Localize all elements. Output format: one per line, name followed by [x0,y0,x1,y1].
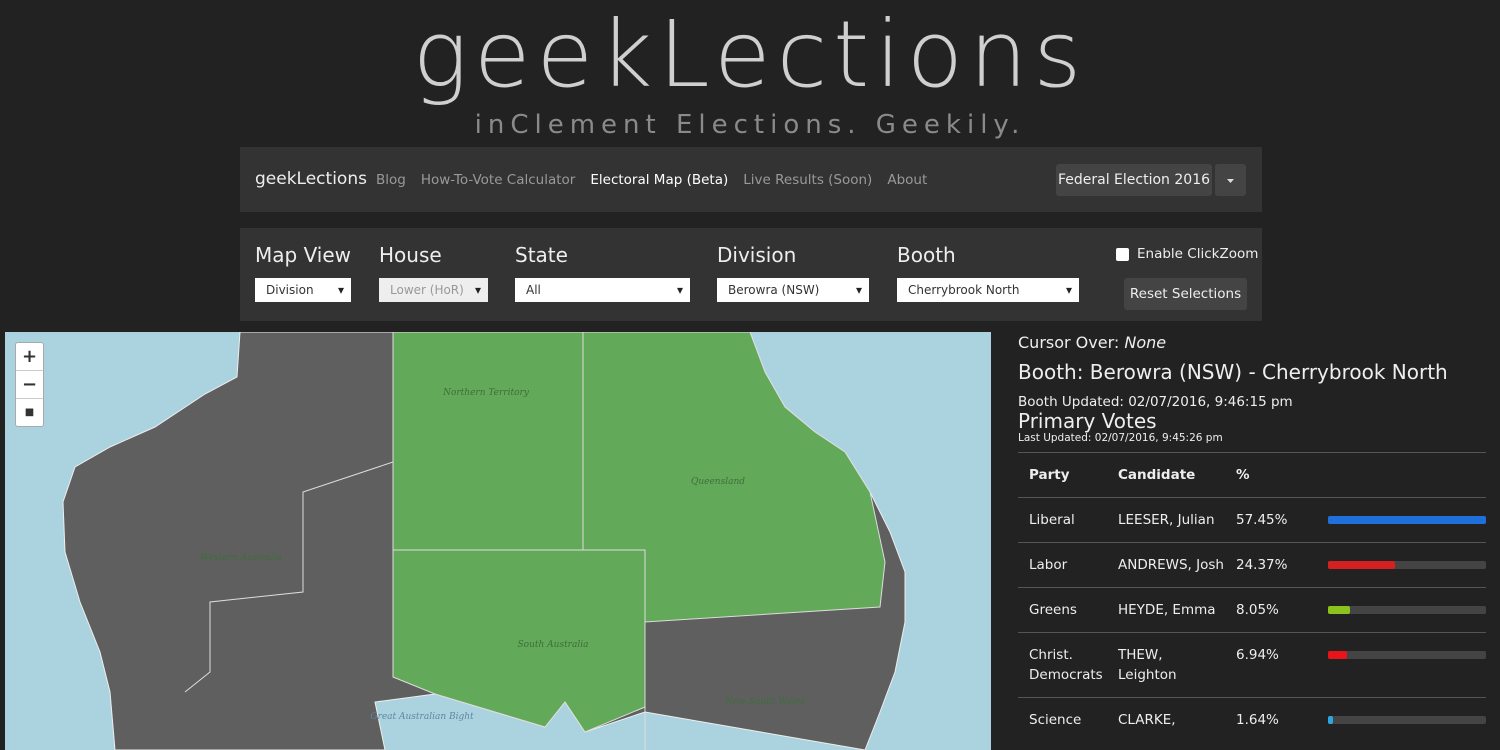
column-header: Party [1018,452,1107,498]
map-label: New South Wales [724,697,805,707]
booth-title: Booth: Berowra (NSW) - Cherrybrook North [1018,360,1448,384]
logo[interactable]: geekLections [412,1,1088,108]
fullscreen[interactable]: ■ [24,407,35,418]
percent: 57.45% [1225,497,1317,543]
bar-cell [1317,697,1486,742]
zoom-control: + − ■ [15,342,44,427]
results-panel: Cursor Over: None Booth: Berowra (NSW) -… [1018,332,1500,750]
checkbox-label: Enable ClickZoom [1137,246,1259,262]
candidate: THEW, Leighton [1107,632,1225,698]
filter-label: Map View [255,243,352,267]
zoom-in[interactable]: + [16,343,43,371]
bar-cell [1317,542,1486,588]
filter-label: House [379,243,442,267]
candidate: HEYDE, Emma [1107,587,1225,633]
filter-label: Division [717,243,797,267]
filter: House Lower (HoR) [379,243,488,302]
election-dropdown[interactable] [1215,164,1246,196]
section-heading: Primary Votes [1018,409,1157,433]
header-row: Party Candidate % [1018,452,1486,498]
nav-link[interactable]: How-To-Vote Calculator [420,172,576,188]
filter-label: State [515,243,568,267]
results-table: Party Candidate % Liberal LEESER, Julian 5… [1018,452,1486,742]
bar [1328,716,1333,724]
party: Science [1018,697,1107,742]
percent: 6.94% [1225,632,1317,698]
bar-track [1328,651,1486,659]
bar-track [1328,516,1486,524]
border [184,461,646,750]
bar-cell [1317,497,1486,543]
bar-cell [1317,587,1486,633]
map-label: South Australia [518,640,589,650]
northern-territory [392,332,584,551]
filter: State All [515,243,690,302]
tagline: inClement Elections. Geekily. [474,110,1026,140]
election-button[interactable]: Federal Election 2016 [1056,164,1212,196]
column-header: % [1225,452,1317,498]
result-row: Christ. Democrats THEW, Leighton 6.94% [1018,632,1486,698]
bar-track [1328,606,1486,614]
filter: Division Berowra (NSW) [717,243,869,302]
party: Liberal [1018,497,1107,543]
map[interactable]: Northern Territory Queensland Western Au… [5,332,991,750]
select[interactable]: All [515,278,690,302]
checkbox[interactable] [1116,247,1129,261]
map-label: Northern Territory [442,388,530,398]
map-label: Western Australia [200,553,282,563]
select: Lower (HoR) [379,278,488,302]
result-row: Science CLARKE, 1.64% [1018,697,1486,742]
map-label: Great Australian Bight [370,712,474,722]
percent: 1.64% [1225,697,1317,742]
reset-button[interactable]: Reset Selections [1124,278,1247,310]
select[interactable]: Cherrybrook North [897,278,1079,302]
percent: 24.37% [1225,542,1317,588]
bar-cell [1317,632,1486,698]
bar [1328,606,1351,614]
bar [1328,516,1486,524]
booth-updated: Booth Updated: 02/07/2016, 9:46:15 pm [1018,394,1293,410]
bar [1328,651,1348,659]
caret-icon [1227,179,1234,183]
zoom-out[interactable]: − [16,371,43,399]
nav-link[interactable]: About [887,172,928,188]
cursor-label: Cursor Over: [1018,333,1120,352]
candidate: CLARKE, [1107,697,1225,742]
nav-links: Blog How-To-Vote Calculator Electoral Ma… [376,172,927,188]
percent: 8.05% [1225,587,1317,633]
brand[interactable]: geekLections [255,169,367,189]
filter: Map View Division [255,243,351,302]
select[interactable]: Division [255,278,351,302]
party: Christ. Democrats [1018,632,1107,698]
filter-label: Booth [897,243,956,267]
party: Greens [1018,587,1107,633]
filter-panel: Map View Division House Lower (HoR) Stat… [240,228,1262,321]
bar [1328,561,1396,569]
candidate: LEESER, Julian [1107,497,1225,543]
bar-track [1328,561,1486,569]
result-row: Liberal LEESER, Julian 57.45% [1018,497,1486,543]
cursor-value: None [1124,333,1167,352]
filter: Booth Cherrybrook North [897,243,1079,302]
nav-link[interactable]: Live Results (Soon) [743,172,873,188]
column-header [1317,452,1486,498]
clickzoom[interactable]: Enable ClickZoom [1116,246,1258,262]
map-label: Queensland [691,477,745,487]
nav-link[interactable]: Electoral Map (Beta) [590,172,729,188]
last-updated: Last Updated: 02/07/2016, 9:45:26 pm [1018,432,1223,444]
bar-track [1328,716,1486,724]
candidate: ANDREWS, Josh [1107,542,1225,588]
cursor-line: Cursor Over: None [1018,333,1500,352]
party: Labor [1018,542,1107,588]
column-header: Candidate [1107,452,1225,498]
nav-link[interactable]: Blog [376,172,406,188]
result-row: Labor ANDREWS, Josh 24.37% [1018,542,1486,588]
result-row: Greens HEYDE, Emma 8.05% [1018,587,1486,633]
navbar: geekLections Blog How-To-Vote Calculator… [240,147,1262,212]
select[interactable]: Berowra (NSW) [717,278,869,302]
